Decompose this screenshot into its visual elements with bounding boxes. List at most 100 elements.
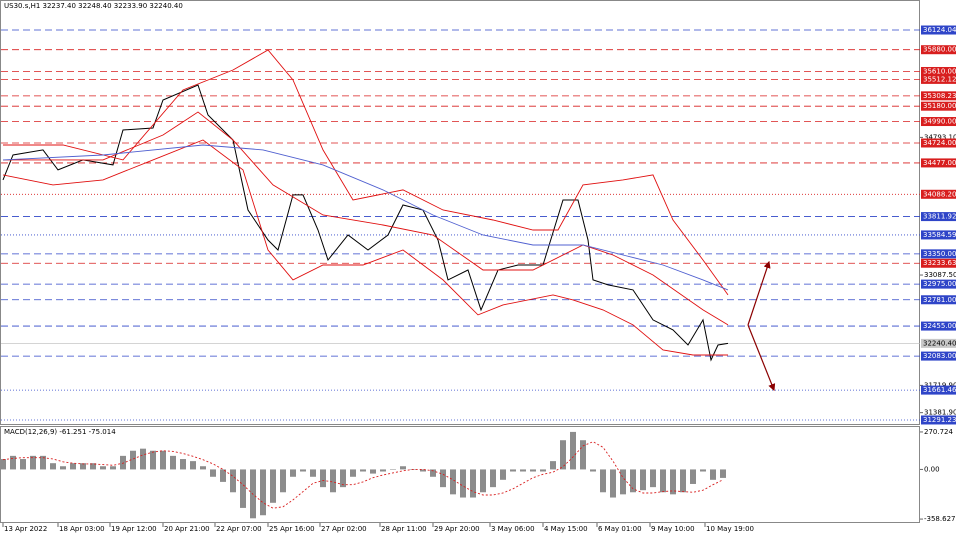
level-label: 31291.23: [923, 416, 956, 424]
macd-bar: [350, 469, 356, 477]
macd-bar: [530, 469, 536, 472]
macd-bar: [320, 469, 326, 488]
level-label-box: [921, 279, 956, 289]
level-label-box: [921, 321, 956, 331]
level-label-box: [921, 138, 956, 148]
level-label-box: [921, 258, 956, 268]
macd-bar: [470, 469, 476, 498]
macd-bar: [670, 469, 676, 495]
indicator-line: [2, 139, 728, 356]
up-arrow: [747, 260, 771, 326]
x-tick-label: 13 Apr 2022: [4, 525, 47, 533]
macd-signal: [2, 441, 724, 509]
macd-bar: [80, 463, 86, 470]
macd-bar: [650, 469, 656, 488]
level-label-box: [921, 295, 956, 305]
x-tick-label: 4 May 15:00: [544, 525, 588, 533]
macd-bar: [620, 469, 626, 495]
indicator-line: [3, 111, 729, 326]
level-label: 33584.59: [923, 231, 956, 239]
x-tick-label: 9 May 10:00: [651, 525, 695, 533]
level-label: 34088.20: [923, 190, 956, 198]
macd-bar: [200, 466, 206, 470]
level-label-box: [921, 117, 956, 127]
macd-bar: [190, 461, 196, 470]
level-label: 34477.00: [923, 159, 956, 167]
macd-bar: [30, 455, 36, 470]
macd-bar: [100, 466, 106, 470]
macd-bar: [240, 469, 246, 508]
macd-bar: [10, 455, 16, 470]
x-tick-label: 10 May 19:00: [706, 525, 754, 533]
macd-bar: [90, 463, 96, 470]
level-label: 32975.00: [923, 280, 956, 288]
macd-bar: [290, 469, 296, 477]
macd-bar: [510, 469, 516, 472]
macd-bar: [600, 469, 606, 493]
macd-bar: [210, 469, 216, 477]
level-label-box: [921, 74, 956, 84]
level-label: 33811.92: [923, 213, 956, 221]
macd-bar: [430, 469, 436, 477]
macd-bar: [610, 469, 616, 498]
macd-bar: [540, 469, 546, 472]
macd-bar: [110, 466, 116, 470]
macd-bar: [400, 466, 406, 470]
macd-bar: [440, 469, 446, 488]
macd-bar: [130, 450, 136, 470]
level-label: 35308.23: [923, 92, 956, 100]
macd-bar: [50, 463, 56, 470]
macd-bar: [360, 469, 366, 472]
macd-bar: [270, 469, 276, 503]
macd-bar: [580, 440, 586, 470]
macd-bar: [720, 469, 726, 478]
x-tick-label: 18 Apr 03:00: [59, 525, 105, 533]
macd-bar: [330, 469, 336, 493]
current-price-label: 32240.40: [923, 339, 956, 347]
macd-bar: [120, 455, 126, 470]
macd-bar: [520, 469, 526, 472]
level-label: 35512.12: [923, 75, 956, 83]
macd-bar: [230, 469, 236, 493]
macd-bar: [660, 469, 666, 493]
y-tick-label: 33087.50: [924, 271, 956, 279]
level-label-box: [921, 385, 956, 395]
macd-bar: [500, 469, 506, 480]
macd-bar: [480, 469, 486, 493]
level-label: 35180.00: [923, 102, 956, 110]
x-tick-label: 22 Apr 07:00: [216, 525, 262, 533]
macd-bar: [310, 469, 316, 477]
macd-bar: [260, 469, 266, 516]
macd-bar: [630, 469, 636, 493]
macd-bar: [640, 469, 646, 491]
x-tick-label: 20 Apr 21:00: [164, 525, 210, 533]
y-tick-label: 31719.90: [924, 381, 956, 389]
x-tick-label: 27 Apr 02:00: [321, 525, 367, 533]
macd-bar: [370, 469, 376, 474]
macd-bar: [380, 469, 386, 472]
macd-bar: [680, 469, 686, 493]
macd-bar: [590, 469, 596, 472]
macd-bar: [160, 450, 166, 470]
macd-bar: [40, 455, 46, 470]
x-tick-label: 19 Apr 12:00: [111, 525, 157, 533]
macd-bar: [300, 469, 306, 472]
level-label-box: [921, 351, 956, 361]
macd-bar: [0, 459, 6, 470]
level-label-box: [921, 230, 956, 240]
level-label: 36124.04: [923, 26, 956, 34]
macd-bar: [60, 466, 66, 470]
y-tick-label: 34793.10: [924, 133, 956, 141]
level-label: 34724.00: [923, 139, 956, 147]
level-label: 34990.00: [923, 118, 956, 126]
x-tick-label: 28 Apr 11:00: [381, 525, 427, 533]
macd-bar: [420, 469, 426, 472]
macd-bar: [460, 469, 466, 498]
level-label-box: [921, 91, 956, 101]
level-label-box: [921, 249, 956, 259]
macd-bar: [490, 469, 496, 488]
level-label-box: [921, 101, 956, 111]
macd-bar: [70, 463, 76, 470]
x-tick-label: 29 Apr 20:00: [434, 525, 480, 533]
